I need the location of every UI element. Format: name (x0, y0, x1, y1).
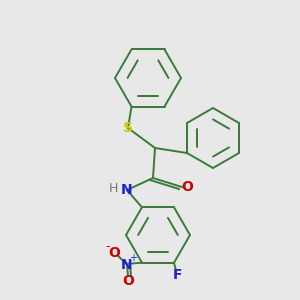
Text: -: - (106, 240, 110, 253)
Text: H: H (108, 182, 118, 194)
Text: N: N (121, 258, 133, 272)
Text: O: O (122, 274, 134, 288)
Text: O: O (108, 246, 120, 260)
Text: N: N (121, 183, 133, 197)
Text: +: + (129, 253, 137, 263)
Text: S: S (123, 121, 133, 135)
Text: O: O (181, 180, 193, 194)
Text: F: F (173, 268, 183, 282)
